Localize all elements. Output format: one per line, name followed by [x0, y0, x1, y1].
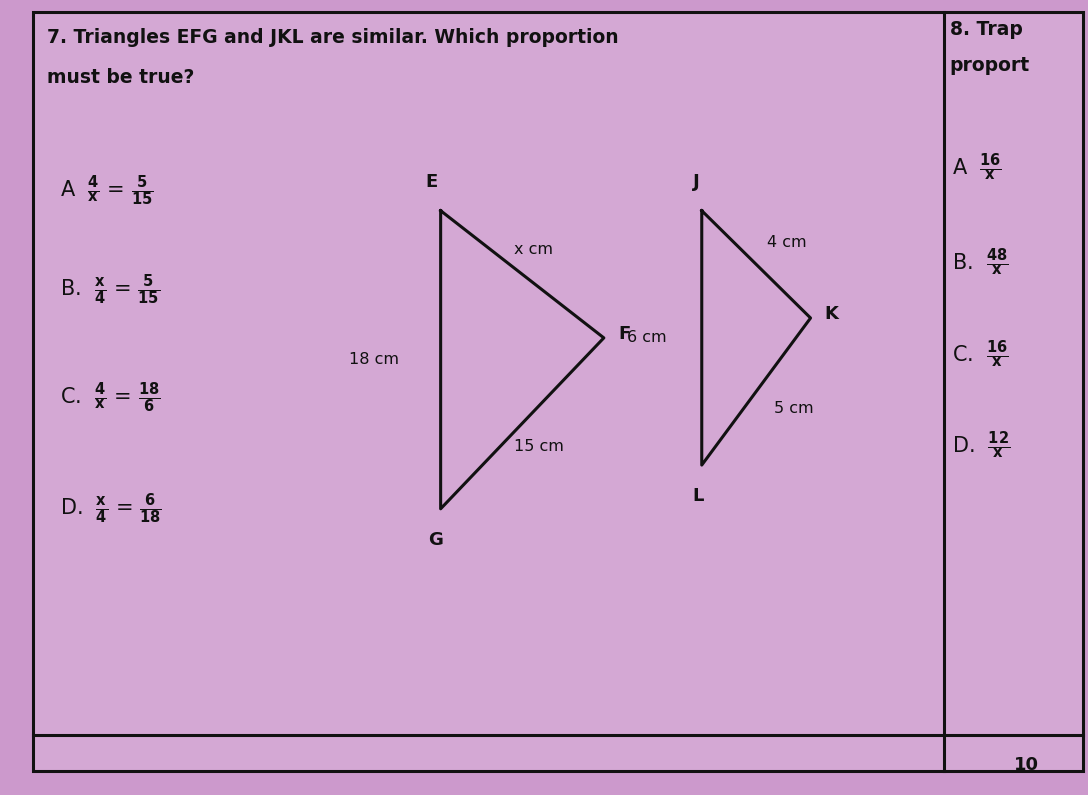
Text: 15 cm: 15 cm: [514, 439, 564, 454]
Text: G: G: [428, 531, 443, 549]
Text: B.  $\mathbf{\frac{x}{4}}$ = $\mathbf{\frac{5}{15}}$: B. $\mathbf{\frac{x}{4}}$ = $\mathbf{\fr…: [60, 273, 160, 308]
Text: 10: 10: [1014, 756, 1039, 774]
Text: F: F: [618, 325, 630, 343]
Text: D.  $\mathbf{\frac{12}{x}}$: D. $\mathbf{\frac{12}{x}}$: [952, 429, 1011, 461]
Text: C.  $\mathbf{\frac{4}{x}}$ = $\mathbf{\frac{18}{6}}$: C. $\mathbf{\frac{4}{x}}$ = $\mathbf{\fr…: [60, 380, 160, 415]
Text: K: K: [825, 305, 839, 323]
Text: x cm: x cm: [514, 242, 553, 257]
Text: 6 cm: 6 cm: [628, 331, 667, 345]
Text: C.  $\mathbf{\frac{16}{x}}$: C. $\mathbf{\frac{16}{x}}$: [952, 338, 1009, 370]
Text: 8. Trap: 8. Trap: [950, 20, 1023, 39]
Text: L: L: [693, 487, 704, 506]
Text: D.  $\mathbf{\frac{x}{4}}$ = $\mathbf{\frac{6}{18}}$: D. $\mathbf{\frac{x}{4}}$ = $\mathbf{\fr…: [60, 491, 162, 526]
Text: 5 cm: 5 cm: [775, 401, 814, 416]
Text: must be true?: must be true?: [47, 68, 194, 87]
Text: A  $\mathbf{\frac{4}{x}}$ = $\mathbf{\frac{5}{15}}$: A $\mathbf{\frac{4}{x}}$ = $\mathbf{\fra…: [60, 173, 153, 208]
Text: A  $\mathbf{\frac{16}{x}}$: A $\mathbf{\frac{16}{x}}$: [952, 151, 1002, 183]
Text: 4 cm: 4 cm: [767, 235, 806, 250]
Text: B.  $\mathbf{\frac{48}{x}}$: B. $\mathbf{\frac{48}{x}}$: [952, 246, 1009, 278]
Text: E: E: [425, 173, 438, 191]
Text: 7. Triangles EFG and JKL are similar. Which proportion: 7. Triangles EFG and JKL are similar. Wh…: [47, 28, 618, 47]
Text: proport: proport: [950, 56, 1030, 75]
Text: 18 cm: 18 cm: [349, 352, 399, 367]
Text: J: J: [693, 173, 700, 191]
